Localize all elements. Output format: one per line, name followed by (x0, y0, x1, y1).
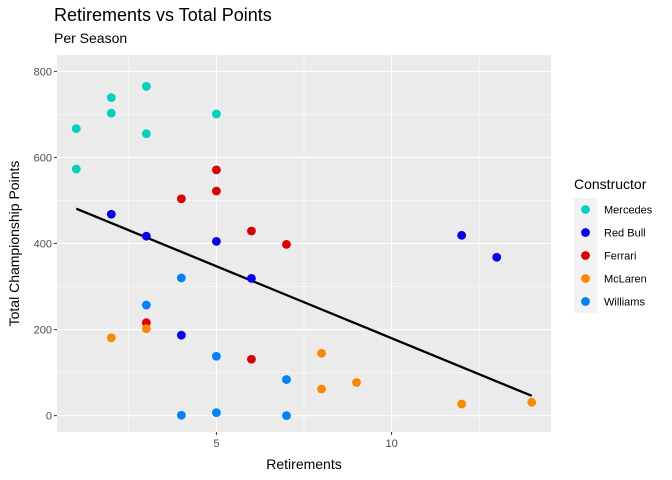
point-mclaren (317, 348, 326, 358)
point-williams (282, 411, 291, 421)
legend-label: Red Bull (604, 228, 646, 240)
point-mercedes (71, 164, 81, 174)
legend-key-williams (581, 297, 590, 306)
point-ferrari (141, 318, 151, 328)
chart-title: Retirements vs Total Points (54, 5, 272, 25)
point-red-bull (457, 230, 467, 240)
point-ferrari (282, 239, 291, 249)
point-mclaren (141, 324, 151, 334)
point-red-bull (492, 252, 502, 262)
point-williams (176, 410, 186, 420)
point-ferrari (176, 194, 186, 204)
point-mclaren (317, 384, 326, 394)
point-mercedes (141, 82, 151, 91)
point-mercedes (106, 108, 116, 118)
point-ferrari (247, 226, 256, 236)
axis-ticks: 5 10 0 200 400 600 800 (34, 66, 398, 450)
legend-label: Williams (604, 297, 645, 309)
point-red-bull (141, 231, 151, 241)
point-mercedes (106, 93, 116, 103)
point-red-bull (247, 273, 256, 283)
point-mclaren (106, 333, 116, 343)
point-mercedes (212, 109, 221, 119)
point-ferrari (212, 165, 221, 175)
point-williams (212, 408, 221, 418)
legend-key-mercedes (581, 205, 590, 214)
legend-items: Mercedes Red Bull Ferrari McLaren Williams (581, 205, 653, 309)
y-tick-label: 800 (34, 66, 52, 78)
point-williams (176, 273, 186, 283)
point-red-bull (176, 330, 186, 340)
point-mercedes (141, 129, 151, 139)
point-mclaren (457, 399, 467, 409)
legend-title: Constructor (574, 176, 647, 192)
point-williams (282, 375, 291, 384)
x-tick-label: 5 (213, 438, 219, 450)
point-red-bull (106, 209, 116, 219)
legend-key-ferrari (581, 251, 590, 260)
point-ferrari (212, 186, 221, 196)
point-ferrari (247, 354, 256, 364)
data-points (71, 82, 537, 421)
point-red-bull (212, 236, 221, 246)
y-tick-label: 400 (34, 239, 52, 251)
point-mclaren (352, 378, 361, 387)
y-tick-label: 0 (46, 411, 52, 423)
point-williams (141, 300, 151, 310)
legend-key-mclaren (581, 274, 590, 283)
x-tick-label: 10 (385, 438, 397, 450)
y-tick-label: 600 (34, 152, 52, 164)
legend-label: Mercedes (604, 205, 653, 217)
y-axis-title: Total Championship Points (6, 161, 22, 327)
chart-subtitle: Per Season (54, 30, 127, 46)
point-mclaren (527, 397, 537, 407)
legend-label: McLaren (604, 274, 647, 286)
legend-key-red-bull (581, 228, 590, 237)
x-axis-title: Retirements (266, 456, 341, 472)
point-mercedes (71, 124, 81, 133)
trend-line (75, 207, 533, 397)
trend-line-layer (75, 207, 533, 397)
legend: Constructor Mercedes Red Bull Ferrari McLar… (574, 176, 653, 313)
y-tick-label: 200 (34, 325, 52, 337)
legend-label: Ferrari (604, 251, 636, 263)
point-williams (212, 351, 221, 361)
